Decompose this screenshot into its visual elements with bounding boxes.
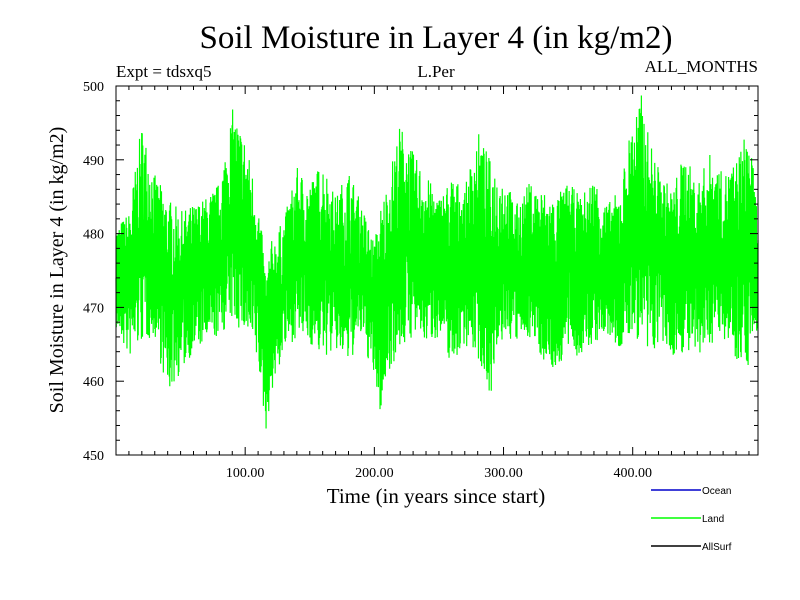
x-axis-label: Time (in years since start): [327, 484, 546, 508]
y-tick-label: 490: [83, 154, 104, 169]
y-tick-label: 480: [83, 228, 104, 243]
y-tick-label: 470: [83, 301, 104, 316]
chart-title: Soil Moisture in Layer 4 (in kg/m2): [200, 20, 673, 56]
y-tick-label: 450: [83, 449, 104, 464]
legend-label-ocean: Ocean: [702, 486, 731, 497]
legend-label-land: Land: [702, 514, 724, 525]
plot-frame: [115, 85, 759, 456]
experiment-label: Expt = tdsxq5: [116, 62, 212, 81]
x-tick-label: 200.00: [355, 466, 394, 481]
x-tick-label: 100.00: [226, 466, 265, 481]
y-tick-label: 460: [83, 375, 104, 390]
y-tick-label: 500: [83, 80, 104, 95]
land-series-line: [115, 95, 759, 429]
months-label: ALL_MONTHS: [645, 57, 758, 76]
axes-layer: [115, 85, 759, 456]
y-axis-label: Soil Moisture in Layer 4 (in kg/m2): [46, 127, 68, 414]
legend: Ocean Land AllSurf: [651, 486, 732, 553]
legend-label-allsurf: AllSurf: [702, 542, 732, 553]
x-tick-label: 400.00: [613, 466, 652, 481]
tick-labels: 450 460 470 480 490 500 100.00 200.00 300.00 400.…: [83, 80, 652, 481]
x-tick-label: 300.00: [484, 466, 523, 481]
series-layer: [115, 95, 759, 429]
period-label: L.Per: [417, 62, 455, 81]
